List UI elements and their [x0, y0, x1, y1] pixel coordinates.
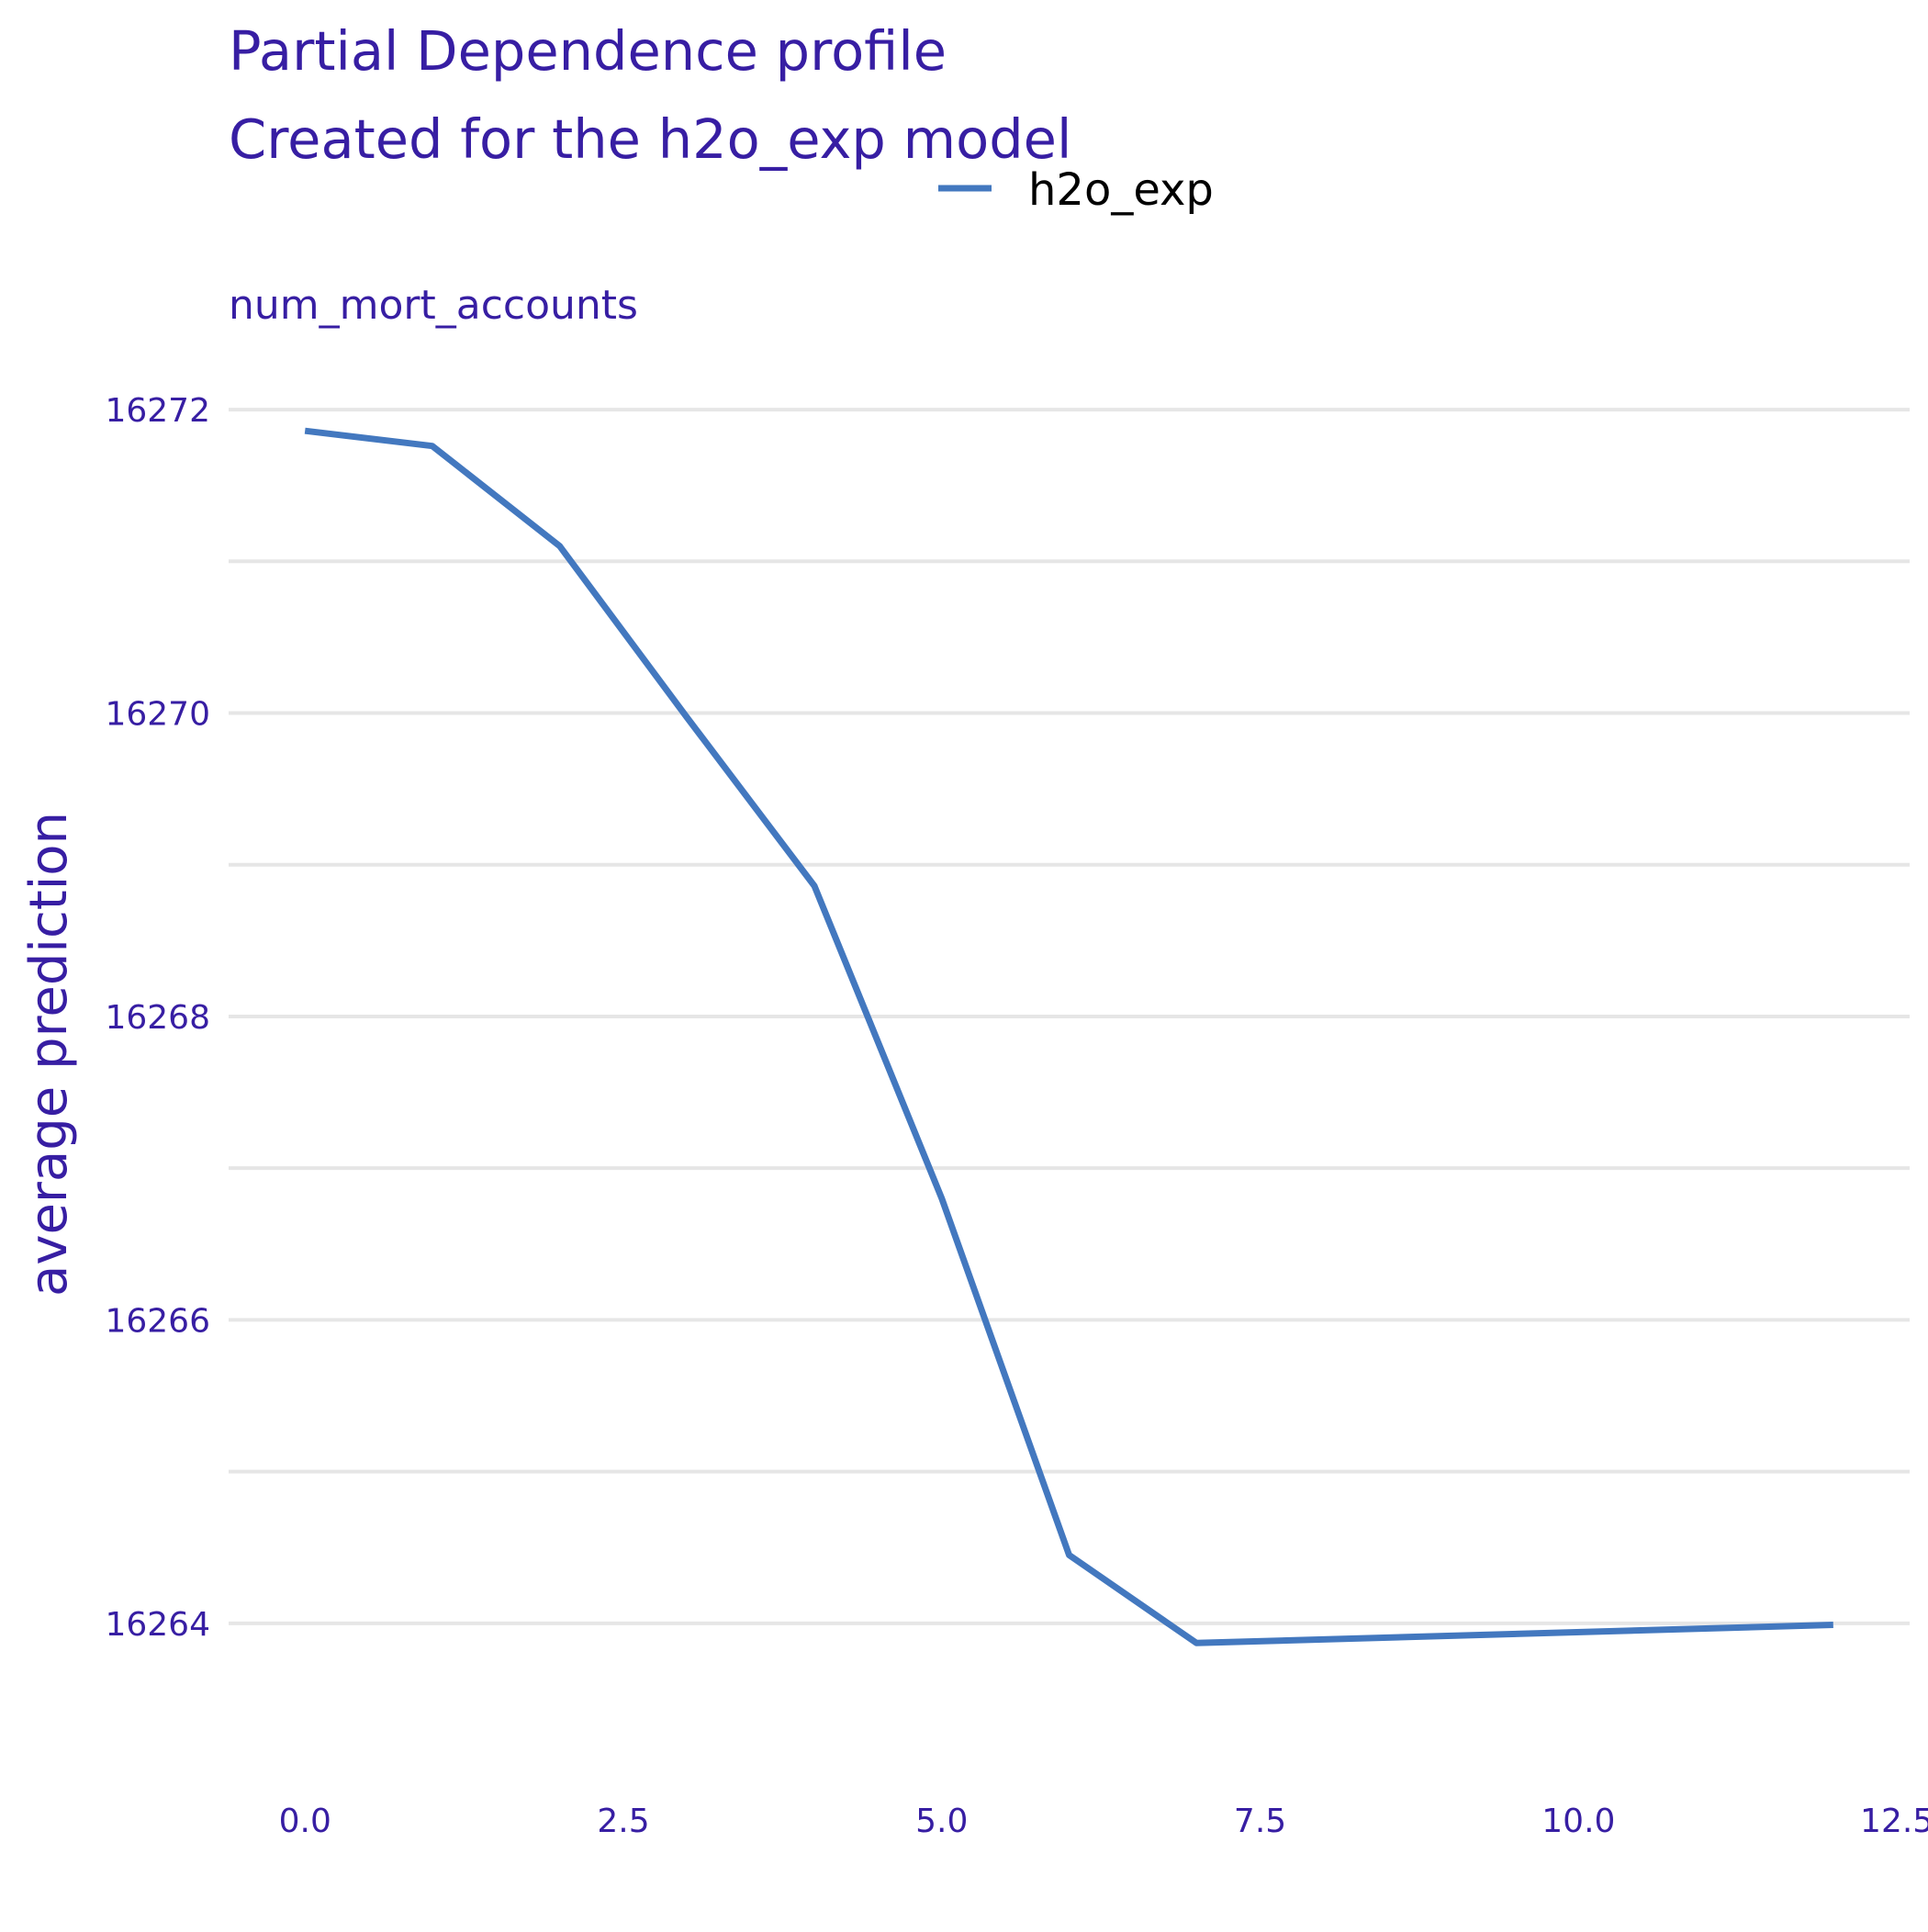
panel-label: num_mort_accounts	[229, 282, 638, 329]
x-tick-label: 10.0	[1541, 1803, 1615, 1840]
y-tick-label: 16270	[105, 696, 210, 734]
x-tick-label: 0.0	[279, 1803, 331, 1840]
legend-label: h2o_exp	[1028, 164, 1214, 216]
x-tick-label: 12.5	[1860, 1803, 1928, 1840]
y-tick-label: 16264	[105, 1606, 210, 1644]
y-tick-label: 16266	[105, 1302, 210, 1340]
x-tick-label: 5.0	[915, 1803, 968, 1840]
grid-layer	[229, 408, 1910, 1625]
x-tick-label: 7.5	[1234, 1803, 1286, 1840]
chart-title: Partial Dependence profile	[229, 19, 947, 83]
y-tick-label: 16272	[105, 392, 210, 430]
y-tick-label: 16268	[105, 999, 210, 1037]
legend: h2o_exp	[938, 164, 1214, 216]
y-axis-ticks: 16264 16266 16268 16270 16272	[105, 392, 210, 1644]
x-axis-ticks: 0.0 2.5 5.0 7.5 10.0 12.5	[279, 1803, 1928, 1840]
y-axis-title: average prediction	[19, 812, 79, 1297]
x-tick-label: 2.5	[597, 1803, 649, 1840]
series-layer	[304, 427, 1833, 1646]
chart-subtitle: Created for the h2o_exp model	[229, 107, 1071, 171]
series-line-h2o_exp	[304, 427, 1833, 1646]
